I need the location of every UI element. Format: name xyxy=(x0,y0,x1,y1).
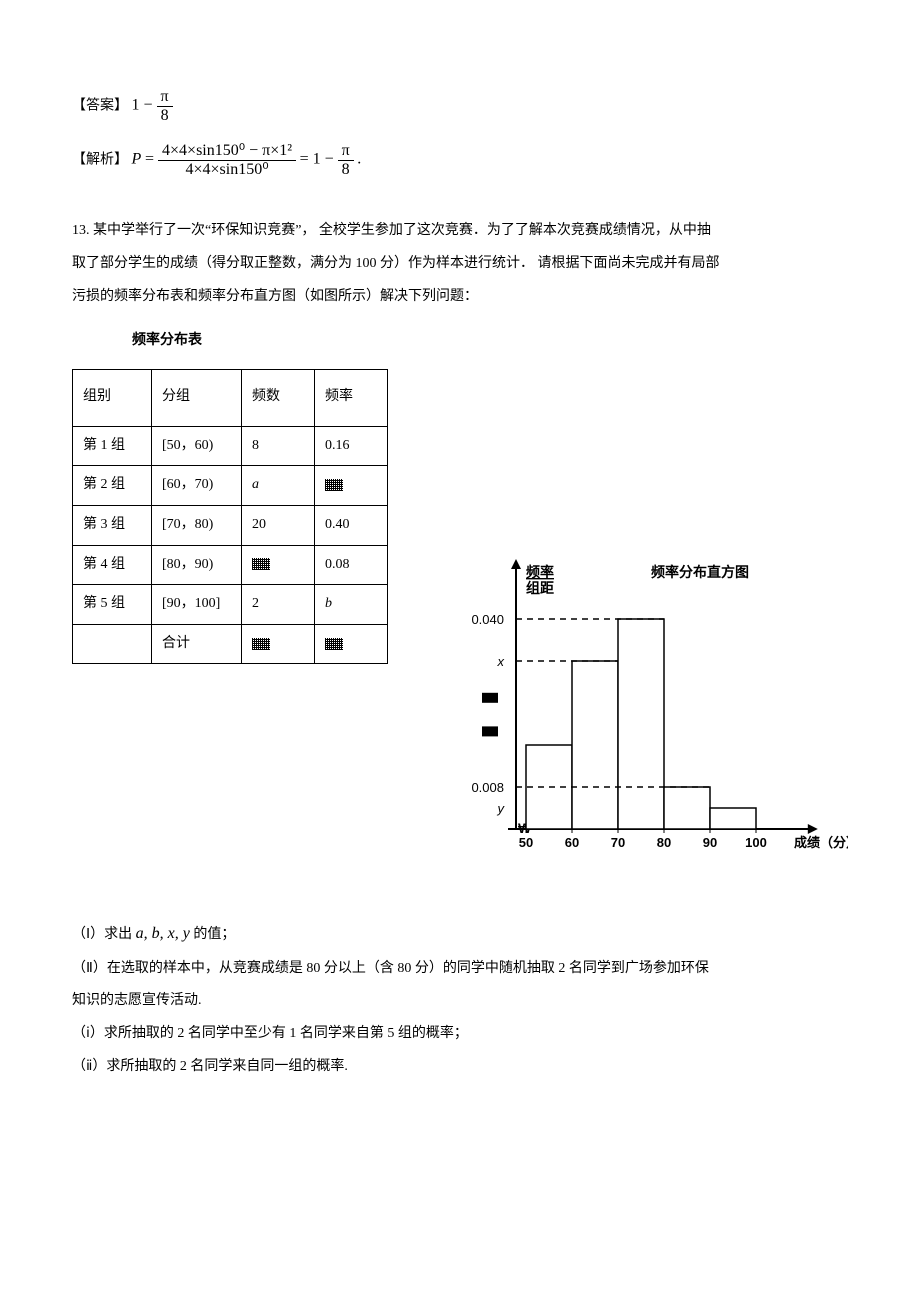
answer-expr: 1 − xyxy=(132,96,157,113)
censored-cell xyxy=(325,479,343,491)
histogram-svg: 频率组距频率分布直方图₩0.040x0.008y5060708090100成绩（… xyxy=(458,549,848,869)
document-page: 【答案】 1 − π 8 【解析】 P = 4×4×sin150⁰ − π×1²… xyxy=(0,0,920,1302)
svg-text:频率分布直方图: 频率分布直方图 xyxy=(651,564,749,580)
sub-q2-ii: （ⅱ）求所抽取的 2 名同学来自同一组的概率. xyxy=(72,1054,848,1081)
analysis-line: 【解析】 P = 4×4×sin150⁰ − π×1² 4×4×sin150⁰ … xyxy=(72,142,848,178)
svg-text:成绩（分）: 成绩（分） xyxy=(794,835,848,850)
th-rate: 频率 xyxy=(315,369,388,426)
th-group: 组别 xyxy=(73,369,152,426)
svg-text:0.040: 0.040 xyxy=(471,612,504,627)
table-row: 第 1 组 [50，60) 8 0.16 xyxy=(73,426,388,466)
svg-text:70: 70 xyxy=(611,835,625,850)
table-row: 第 2 组 [60，70) a xyxy=(73,466,388,506)
answer-frac-den: 8 xyxy=(157,107,173,125)
table-row: 第 5 组 [90，100] 2 b xyxy=(73,585,388,625)
svg-text:80: 80 xyxy=(657,835,671,850)
svg-text:50: 50 xyxy=(519,835,533,850)
q13-line3: 污损的频率分布表和频率分布直方图（如图所示）解决下列问题： xyxy=(72,284,848,311)
freq-table-title: 频率分布表 xyxy=(132,328,848,355)
censored-cell xyxy=(325,638,343,650)
histogram-chart: 频率组距频率分布直方图₩0.040x0.008y5060708090100成绩（… xyxy=(458,549,848,880)
svg-text:60: 60 xyxy=(565,835,579,850)
analysis-result-num: π xyxy=(338,142,354,161)
analysis-frac-den: 4×4×sin150⁰ xyxy=(158,161,296,179)
svg-text:x: x xyxy=(497,654,505,669)
table-row: 第 4 组 [80，90) 0.08 xyxy=(73,545,388,585)
answer-label: 【答案】 xyxy=(72,98,128,113)
cell-a: a xyxy=(252,477,259,492)
th-freq: 频数 xyxy=(242,369,315,426)
table-header-row: 组别 分组 频数 频率 xyxy=(73,369,388,426)
censored-cell xyxy=(252,558,270,570)
analysis-fraction: 4×4×sin150⁰ − π×1² 4×4×sin150⁰ xyxy=(158,142,296,178)
q13-line2: 取了部分学生的成绩（得分取正整数，满分为 100 分）作为样本进行统计． 请根据… xyxy=(72,251,848,278)
sub-q2-i: （ⅰ）求所抽取的 2 名同学中至少有 1 名同学来自第 5 组的概率； xyxy=(72,1021,848,1048)
analysis-result-den: 8 xyxy=(338,161,354,179)
q-number: 13. xyxy=(72,223,90,238)
analysis-label: 【解析】 xyxy=(72,153,128,168)
frequency-table: 组别 分组 频数 频率 第 1 组 [50，60) 8 0.16 第 2 组 [… xyxy=(72,369,388,665)
table-row: 第 3 组 [70，80) 20 0.40 xyxy=(73,505,388,545)
table-chart-row: 组别 分组 频数 频率 第 1 组 [50，60) 8 0.16 第 2 组 [… xyxy=(72,369,848,880)
svg-text:90: 90 xyxy=(703,835,717,850)
analysis-frac-num: 4×4×sin150⁰ − π×1² xyxy=(158,142,296,161)
analysis-P: P xyxy=(132,151,145,168)
sub-q2-l2: 知识的志愿宣传活动. xyxy=(72,988,848,1015)
svg-text:0.008: 0.008 xyxy=(471,780,504,795)
answer-line: 【答案】 1 − π 8 xyxy=(72,88,848,124)
sub-q1: （Ⅰ）求出 a, b, x, y 的值； xyxy=(72,919,848,949)
sub-questions: （Ⅰ）求出 a, b, x, y 的值； （Ⅱ）在选取的样本中，从竞赛成绩是 8… xyxy=(72,919,848,1080)
analysis-result-fraction: π 8 xyxy=(338,142,354,178)
answer-fraction: π 8 xyxy=(157,88,173,124)
svg-text:y: y xyxy=(497,801,506,816)
svg-text:频率: 频率 xyxy=(526,564,554,580)
svg-text:组距: 组距 xyxy=(526,580,554,596)
table-row: 合计 xyxy=(73,624,388,664)
answer-frac-num: π xyxy=(157,88,173,107)
sub-q2-l1: （Ⅱ）在选取的样本中，从竞赛成绩是 80 分以上（含 80 分）的同学中随机抽取… xyxy=(72,956,848,983)
q13-line1: 13. 某中学举行了一次“环保知识竞赛”， 全校学生参加了这次竞赛．为了了解本次… xyxy=(72,218,848,245)
cell-b: b xyxy=(325,596,332,611)
censored-cell xyxy=(252,638,270,650)
th-range: 分组 xyxy=(152,369,242,426)
svg-text:100: 100 xyxy=(745,835,767,850)
